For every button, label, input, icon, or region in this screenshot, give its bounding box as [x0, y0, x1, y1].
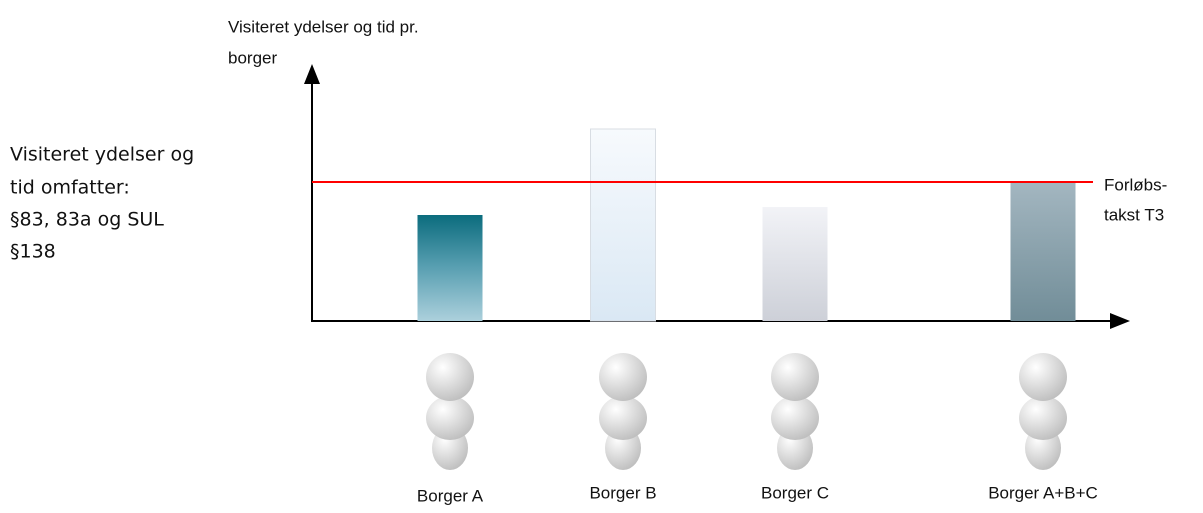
person-icon [771, 353, 819, 470]
bar [417, 215, 483, 321]
annotation-line: Visiteret ydelser og [10, 144, 194, 166]
x-tick-label: Borger B [589, 483, 656, 502]
person-icon [599, 353, 647, 470]
person-body [426, 396, 474, 440]
bar [1010, 183, 1076, 321]
person-head [426, 353, 474, 401]
person-body [1019, 396, 1067, 440]
person-head [771, 353, 819, 401]
reference-label: takst T3 [1104, 205, 1164, 224]
annotation-line: tid omfatter: [10, 177, 130, 199]
bar [590, 128, 656, 322]
person-icon [426, 353, 474, 470]
person-icon [1019, 353, 1067, 470]
annotation-line: §83, 83a og SUL [10, 209, 164, 231]
person-body [771, 396, 819, 440]
annotation-line: §138 [10, 241, 56, 263]
person-head [599, 353, 647, 401]
title-line: borger [228, 48, 277, 67]
bar [762, 207, 828, 321]
person-head [1019, 353, 1067, 401]
reference-label: Forløbs- [1104, 175, 1167, 194]
title-line: Visiteret ydelser og tid pr. [228, 17, 419, 36]
x-tick-label: Borger A [417, 486, 484, 505]
x-tick-label: Borger A+B+C [988, 483, 1098, 502]
x-tick-label: Borger C [761, 483, 829, 502]
person-body [599, 396, 647, 440]
